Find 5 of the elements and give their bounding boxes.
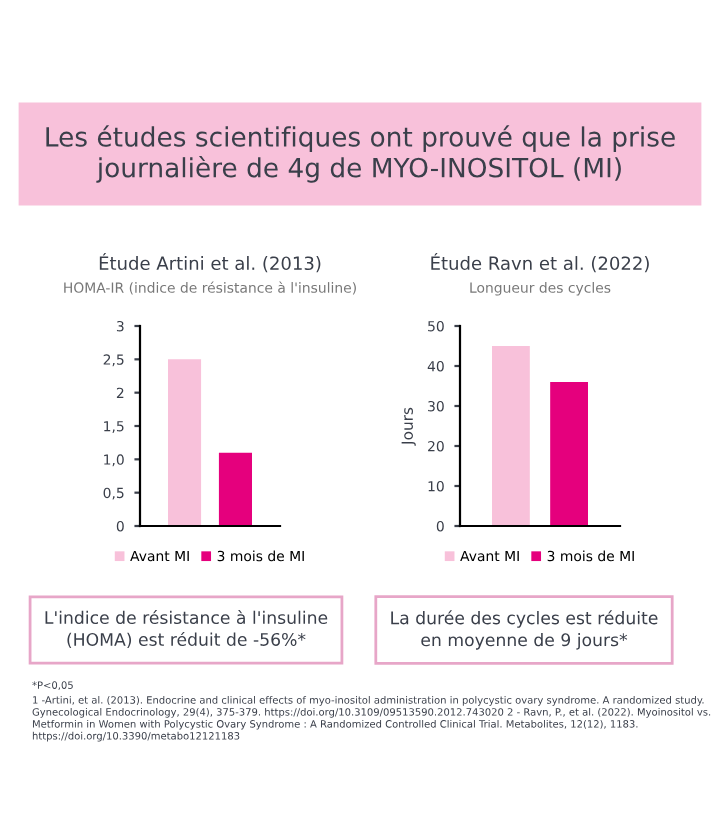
text: L'indice de résistance à l'insuline (HOMA) est réduit de -56%* bbox=[45, 610, 328, 648]
text: La durée des cycles est réduite en moyenne de 9 jours* bbox=[391, 610, 658, 650]
text: Les études scientifiques ont prouvé que la prise journalière de 4g de MYO-INOSITOL (MI) bbox=[46, 125, 675, 183]
chart-title: Étude Ravn et al. (2022) bbox=[431, 253, 649, 273]
chart-title: Étude Artini et al. (2013) bbox=[99, 253, 321, 273]
